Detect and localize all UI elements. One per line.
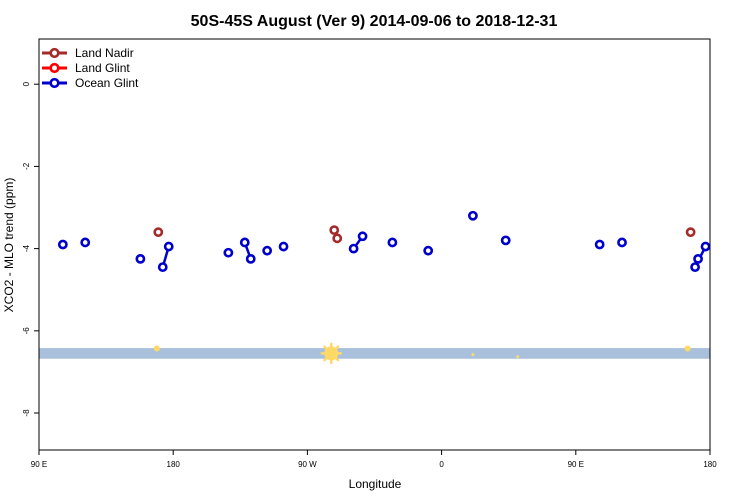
data-point bbox=[693, 253, 703, 264]
data-point bbox=[348, 243, 359, 254]
x-tick-label: 0 bbox=[439, 460, 444, 469]
y-tick-label: -6 bbox=[22, 327, 31, 335]
legend-item: Land Glint bbox=[42, 61, 130, 75]
data-point bbox=[262, 245, 273, 256]
data-point bbox=[617, 237, 627, 248]
x-tick-label: 90 E bbox=[31, 460, 47, 469]
series-ocean-glint bbox=[57, 210, 711, 273]
legend-label: Ocean Glint bbox=[75, 76, 139, 90]
legend-item: Land Nadir bbox=[42, 46, 134, 60]
band-marker-dot bbox=[153, 345, 160, 352]
y-tick-label: -4 bbox=[22, 245, 31, 253]
data-point bbox=[500, 235, 511, 246]
x-tick-label: 90 E bbox=[568, 460, 584, 469]
legend-label: Land Glint bbox=[75, 61, 130, 75]
y-tick-label: -2 bbox=[22, 162, 31, 170]
chart-title: 50S-45S August (Ver 9) 2014-09-06 to 201… bbox=[191, 13, 558, 30]
data-point bbox=[153, 227, 164, 238]
legend-label: Land Nadir bbox=[75, 46, 134, 60]
legend-item: Ocean Glint bbox=[42, 76, 139, 90]
data-point bbox=[468, 210, 478, 221]
y-axis-label: XCO2 - MLO trend (ppm) bbox=[2, 178, 16, 313]
band-marker bbox=[320, 342, 343, 365]
data-point bbox=[157, 262, 168, 273]
data-point bbox=[387, 237, 398, 248]
x-tick-label: 180 bbox=[167, 460, 181, 469]
data-point bbox=[329, 225, 340, 236]
series-land-nadir bbox=[153, 225, 696, 244]
y-tick-label: 0 bbox=[22, 81, 31, 86]
data-point bbox=[594, 239, 605, 250]
band-marker-dot bbox=[684, 345, 691, 352]
data-point bbox=[690, 262, 700, 273]
plot-area bbox=[39, 210, 711, 365]
y-tick-label: -8 bbox=[22, 409, 31, 417]
legend-marker bbox=[49, 62, 60, 74]
x-axis-label: Longitude bbox=[349, 477, 402, 491]
data-point bbox=[245, 253, 256, 264]
band-marker bbox=[471, 353, 475, 357]
band-marker bbox=[153, 345, 160, 352]
data-point bbox=[163, 241, 174, 252]
data-point bbox=[57, 239, 68, 250]
data-point bbox=[685, 227, 696, 238]
data-point bbox=[80, 237, 91, 248]
x-tick-label: 180 bbox=[703, 460, 717, 469]
data-point bbox=[357, 231, 368, 242]
data-point bbox=[700, 241, 711, 252]
band bbox=[39, 348, 710, 359]
data-point bbox=[423, 245, 434, 256]
axes: 90 E 180 90 W 0 90 E 180 0 -2 -4 -6 -8 bbox=[22, 81, 717, 469]
band-marker-dot bbox=[471, 353, 475, 357]
plot-frame bbox=[38, 38, 711, 451]
band-marker-ray bbox=[330, 345, 340, 355]
data-point bbox=[223, 247, 234, 258]
band-marker bbox=[516, 355, 520, 359]
data-point bbox=[135, 253, 146, 264]
data-point bbox=[332, 233, 343, 244]
x-tick-label: 90 W bbox=[298, 460, 317, 469]
data-point bbox=[278, 241, 289, 252]
legend-marker bbox=[49, 47, 60, 59]
legend-marker bbox=[49, 77, 60, 89]
band-marker bbox=[684, 345, 691, 352]
data-point bbox=[239, 237, 250, 248]
band-marker-dot bbox=[516, 355, 520, 359]
